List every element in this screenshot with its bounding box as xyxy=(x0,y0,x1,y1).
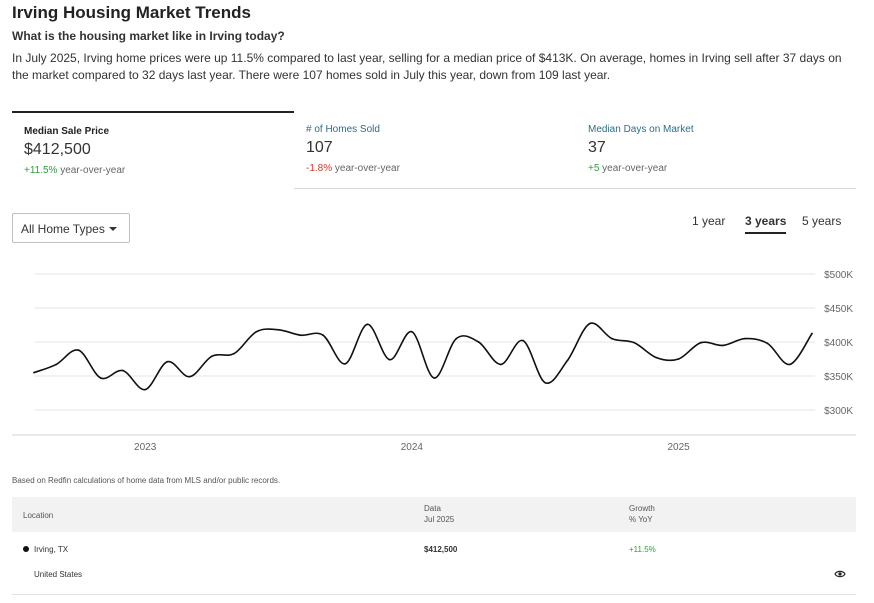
data-source-note: Based on Redfin calculations of home dat… xyxy=(12,476,281,485)
range-1-year[interactable]: 1 year xyxy=(692,214,726,228)
data-point xyxy=(410,330,413,333)
data-point xyxy=(744,337,747,340)
tab-label: Median Sale Price xyxy=(24,126,110,137)
header-data-period: Jul 2025 xyxy=(424,515,455,524)
data-point xyxy=(322,334,324,337)
data-point xyxy=(477,341,480,343)
stat-tabs: Median Sale Price $412,500 +11.5% year-o… xyxy=(12,111,856,189)
y-tick-label: $500K xyxy=(824,270,853,281)
data-point xyxy=(566,359,569,362)
table-row: Irving, TX $412,500 +11.5% xyxy=(12,545,856,559)
data-point xyxy=(388,358,391,361)
data-point xyxy=(255,330,258,333)
change-suffix: year-over-year xyxy=(599,163,668,174)
market-question: What is the housing market like in Irvin… xyxy=(12,29,285,43)
data-point xyxy=(633,341,636,344)
data-point xyxy=(455,337,458,340)
data-point xyxy=(188,375,191,378)
change-value: +5 xyxy=(588,163,600,174)
tab-change: +11.5% year-over-year xyxy=(24,165,282,176)
data-point xyxy=(366,323,369,326)
data-point xyxy=(144,388,147,391)
data-point xyxy=(233,352,235,355)
tab-change: +5 year-over-year xyxy=(588,163,844,174)
divider xyxy=(12,594,856,595)
home-type-dropdown[interactable]: All Home Types xyxy=(12,213,130,243)
y-tick-label: $350K xyxy=(824,372,853,383)
row-location: United States xyxy=(34,570,83,579)
data-point xyxy=(499,363,502,366)
page-title: Irving Housing Market Trends xyxy=(12,3,251,22)
data-point xyxy=(299,334,302,337)
row-location: Irving, TX xyxy=(34,545,69,554)
tab-label: Median Days on Market xyxy=(588,124,694,135)
data-point xyxy=(677,358,680,360)
header-data: Data xyxy=(424,504,441,513)
tab-median-sale-price[interactable]: Median Sale Price $412,500 +11.5% year-o… xyxy=(12,111,294,189)
data-point xyxy=(655,356,658,359)
header-location: Location xyxy=(23,511,54,520)
header-growth-unit: % YoY xyxy=(629,515,653,524)
range-5-years[interactable]: 5 years xyxy=(802,214,842,228)
tab-value: $412,500 xyxy=(24,141,91,158)
change-suffix: year-over-year xyxy=(332,163,400,174)
chevron-down-icon xyxy=(109,227,117,231)
x-tick-label: 2023 xyxy=(134,442,157,453)
range-3-years[interactable]: 3 years xyxy=(745,214,787,234)
x-tick-label: 2025 xyxy=(668,442,691,453)
change-value: -1.8% xyxy=(306,163,333,174)
table-row: United States xyxy=(12,570,856,584)
time-range-tabs: 1 year 3 years 5 years xyxy=(692,214,852,234)
table-header: Location Data Jul 2025 Growth % YoY xyxy=(12,497,856,532)
tab-homes-sold[interactable]: # of Homes Sold 107 -1.8% year-over-year xyxy=(294,111,576,189)
data-point xyxy=(77,349,80,352)
data-point xyxy=(722,344,724,347)
data-point xyxy=(344,362,347,365)
data-point xyxy=(788,363,791,366)
data-point xyxy=(611,337,613,340)
tab-median-days-on-market[interactable]: Median Days on Market 37 +5 year-over-ye… xyxy=(576,111,856,189)
market-summary: In July 2025, Irving home prices were up… xyxy=(12,51,842,82)
data-point xyxy=(210,355,213,358)
data-point xyxy=(99,377,102,379)
data-point xyxy=(55,363,58,366)
median-price-chart: $500K $450K $400K $350K $300K 2023 2024 2025 xyxy=(12,270,856,453)
y-tick-label: $400K xyxy=(824,338,853,349)
data-point xyxy=(166,360,169,363)
home-type-selected: All Home Types xyxy=(21,222,105,236)
data-point xyxy=(766,342,769,345)
header-growth: Growth xyxy=(629,504,655,513)
tab-value: 107 xyxy=(306,139,333,156)
tab-label: # of Homes Sold xyxy=(306,124,380,135)
tab-value: 37 xyxy=(588,139,606,156)
change-suffix: year-over-year xyxy=(57,165,126,176)
change-value: +11.5% xyxy=(24,165,58,176)
row-growth-value: +11.5% xyxy=(629,545,656,554)
data-point xyxy=(433,377,436,379)
data-point xyxy=(699,341,702,344)
data-point xyxy=(33,371,35,374)
data-point xyxy=(544,381,547,384)
eye-icon[interactable] xyxy=(834,568,846,580)
tab-change: -1.8% year-over-year xyxy=(306,163,564,174)
x-tick-label: 2024 xyxy=(401,442,424,453)
data-point xyxy=(277,328,280,331)
data-point xyxy=(122,369,124,372)
data-point xyxy=(811,332,813,335)
y-tick-label: $450K xyxy=(824,304,853,315)
y-tick-label: $300K xyxy=(824,406,853,417)
data-point xyxy=(522,339,524,342)
location-marker-icon xyxy=(23,546,29,552)
median-price-line xyxy=(33,322,813,391)
row-data-value: $412,500 xyxy=(424,545,458,554)
data-point xyxy=(588,322,591,325)
